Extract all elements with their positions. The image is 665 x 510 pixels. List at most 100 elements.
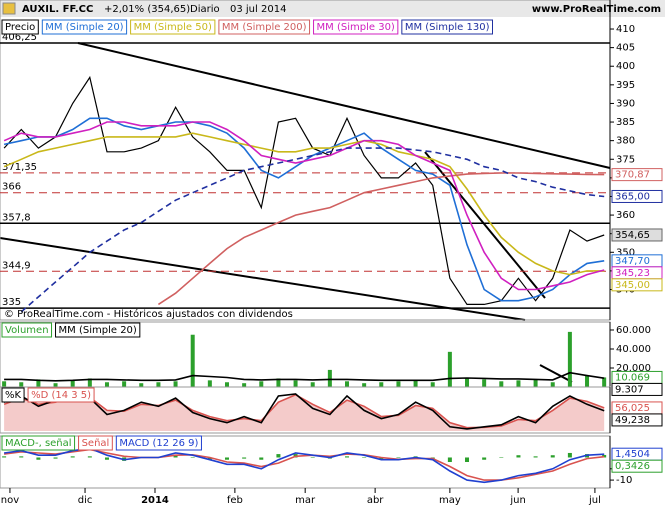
bar (2, 381, 7, 387)
value-badge (611, 228, 663, 242)
series-line (157, 172, 605, 306)
bar (379, 457, 384, 460)
bar (87, 456, 92, 458)
value-badge (611, 459, 663, 473)
legend-box (1, 19, 39, 35)
legend-box (115, 435, 202, 451)
bar (413, 380, 418, 387)
legend-label: Señal (82, 438, 110, 449)
bar (259, 381, 264, 387)
y-tick-label: 360 (616, 210, 635, 221)
bar (499, 457, 504, 458)
legend-label: MM (Simple 200) (222, 22, 307, 33)
bar (362, 457, 367, 458)
bar (430, 382, 435, 387)
bar (139, 383, 144, 387)
bar (19, 456, 24, 458)
legend-label: MM (Simple 20) (59, 325, 137, 336)
bar (533, 456, 538, 458)
level-label: 344,9 (2, 260, 31, 271)
bar (207, 380, 212, 387)
legend-label: MACD (12 26 9) (119, 438, 198, 449)
legend-box (130, 19, 216, 35)
bar (36, 379, 41, 387)
y-tick-label: 385 (616, 117, 635, 128)
x-tick-label: 2014 (141, 495, 169, 506)
value-badge-label: 10.069 (615, 372, 650, 383)
series-line (3, 393, 605, 430)
value-badge-label: 9.307 (615, 384, 644, 395)
legend-label: MM (Simple 130) (405, 22, 490, 33)
trend-line (0, 237, 526, 321)
y-tick-label: 395 (616, 80, 635, 91)
source: www.ProRealTime.com (532, 4, 661, 15)
value-badge (611, 168, 663, 182)
bar (310, 382, 315, 387)
bar (224, 457, 229, 460)
bar (310, 457, 315, 458)
level-label: 406,25 (2, 32, 37, 43)
bar (447, 457, 452, 462)
bar (173, 455, 178, 458)
legend-label: MM (Simple 30) (317, 22, 395, 33)
series-line (3, 121, 605, 291)
value-badge-label: 365,00 (615, 191, 650, 202)
bar (19, 382, 24, 387)
change: +2,01% (354,65) (104, 4, 190, 15)
y-tick-label: 40.000 (616, 344, 651, 355)
legend-label: Volumen (5, 325, 49, 336)
legend-label: MACD-, señal (5, 438, 72, 449)
value-badge-label: 49,238 (615, 415, 650, 426)
bar (70, 456, 75, 458)
bar (567, 331, 572, 387)
bar (122, 381, 127, 387)
x-tick-label: jun (509, 495, 525, 506)
bar (104, 457, 109, 460)
bar (259, 457, 264, 460)
bar (567, 452, 572, 458)
bar (345, 381, 350, 387)
bar (53, 383, 58, 387)
value-badge-label: 345,23 (615, 268, 650, 279)
value-badge (611, 189, 663, 203)
y-tick-label: -10 (616, 475, 632, 486)
bar (345, 456, 350, 458)
value-badge-label: 1,4504 (615, 449, 650, 460)
value-badge-label: 370,87 (615, 170, 650, 181)
trend-line (77, 42, 611, 169)
bar (499, 381, 504, 387)
level-label: 335 (2, 297, 21, 308)
legend-box (41, 19, 128, 35)
value-badge-label: 0,3426 (615, 461, 650, 472)
level-label: 357,8 (2, 212, 31, 223)
annotation: © ProRealTime.com - Históricos ajustados… (4, 308, 293, 320)
series-line (4, 371, 605, 382)
y-tick-label: 375 (616, 154, 635, 165)
period: Diario (190, 4, 220, 15)
value-badge-label: 345,00 (615, 280, 650, 291)
series-line (20, 147, 605, 313)
bar (190, 334, 195, 387)
legend-label: %K (5, 390, 22, 401)
bar (585, 375, 590, 387)
bar (550, 455, 555, 458)
bar (362, 383, 367, 387)
bar (276, 378, 281, 387)
bar (396, 381, 401, 387)
legend-label: %D (14 3 5) (31, 390, 91, 401)
y-tick-label: 60.000 (616, 325, 651, 336)
legend-box (55, 322, 141, 338)
series-area (4, 394, 605, 431)
bar (447, 351, 452, 387)
bar (104, 382, 109, 387)
legend-box (401, 19, 493, 35)
legend-box (78, 435, 113, 451)
y-tick-label: 350 (616, 247, 635, 258)
bar (482, 379, 487, 387)
chart-title: AUXIL. FF.CC (22, 4, 93, 15)
series-line (3, 393, 605, 429)
value-badge-label: 56,025 (615, 403, 650, 414)
x-tick-label: dic (78, 495, 93, 506)
bar (53, 457, 58, 459)
